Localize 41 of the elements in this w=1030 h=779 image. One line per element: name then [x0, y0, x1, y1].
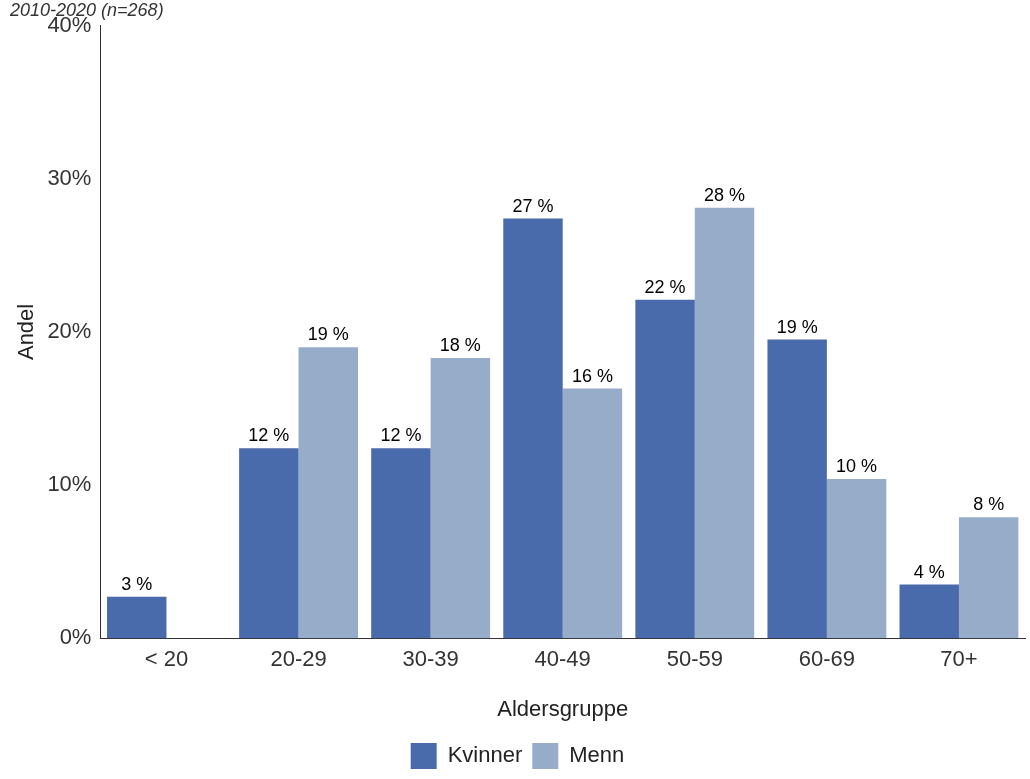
- legend-label: Menn: [569, 742, 625, 768]
- x-tick-label: 30-39: [402, 646, 459, 672]
- bar: [430, 357, 491, 639]
- data-label: 12 %: [248, 425, 290, 446]
- data-label: 28 %: [704, 184, 746, 205]
- bar: [562, 388, 623, 639]
- bar: [371, 448, 431, 639]
- data-label: 19 %: [776, 316, 818, 337]
- data-label: 10 %: [836, 455, 878, 476]
- y-tick-label: 0%: [59, 624, 92, 650]
- data-label: 18 %: [439, 334, 481, 355]
- x-tick-label: 40-49: [534, 646, 591, 672]
- data-label: 3 %: [121, 573, 153, 594]
- bar: [899, 584, 959, 639]
- data-label: 16 %: [571, 365, 613, 386]
- x-tick-label: < 20: [144, 646, 189, 672]
- data-label: 19 %: [307, 324, 349, 345]
- x-tick-label: 50-59: [666, 646, 723, 672]
- data-label: 12 %: [380, 425, 422, 446]
- y-tick-label: 30%: [47, 164, 92, 190]
- x-tick-label: 70+: [940, 646, 978, 672]
- bar: [958, 517, 1019, 639]
- bar: [503, 218, 563, 639]
- bar: [767, 339, 827, 639]
- bar: [239, 448, 299, 639]
- bar: [635, 299, 695, 639]
- y-tick-label: 20%: [47, 317, 92, 343]
- legend-label: Kvinner: [447, 742, 523, 768]
- data-label: 4 %: [913, 561, 945, 582]
- data-label: 22 %: [644, 276, 686, 297]
- y-tick-label: 10%: [47, 471, 92, 497]
- y-axis-title: Andel: [13, 303, 39, 361]
- x-tick-label: 20-29: [270, 646, 327, 672]
- data-label: 27 %: [512, 195, 554, 216]
- bar: [298, 347, 358, 639]
- bar: [107, 596, 167, 639]
- bar: [694, 207, 755, 639]
- x-axis-title: Aldersgruppe: [497, 695, 629, 721]
- bar: [826, 478, 887, 639]
- x-tick-label: 60-69: [798, 646, 856, 672]
- data-label: 8 %: [973, 494, 1005, 515]
